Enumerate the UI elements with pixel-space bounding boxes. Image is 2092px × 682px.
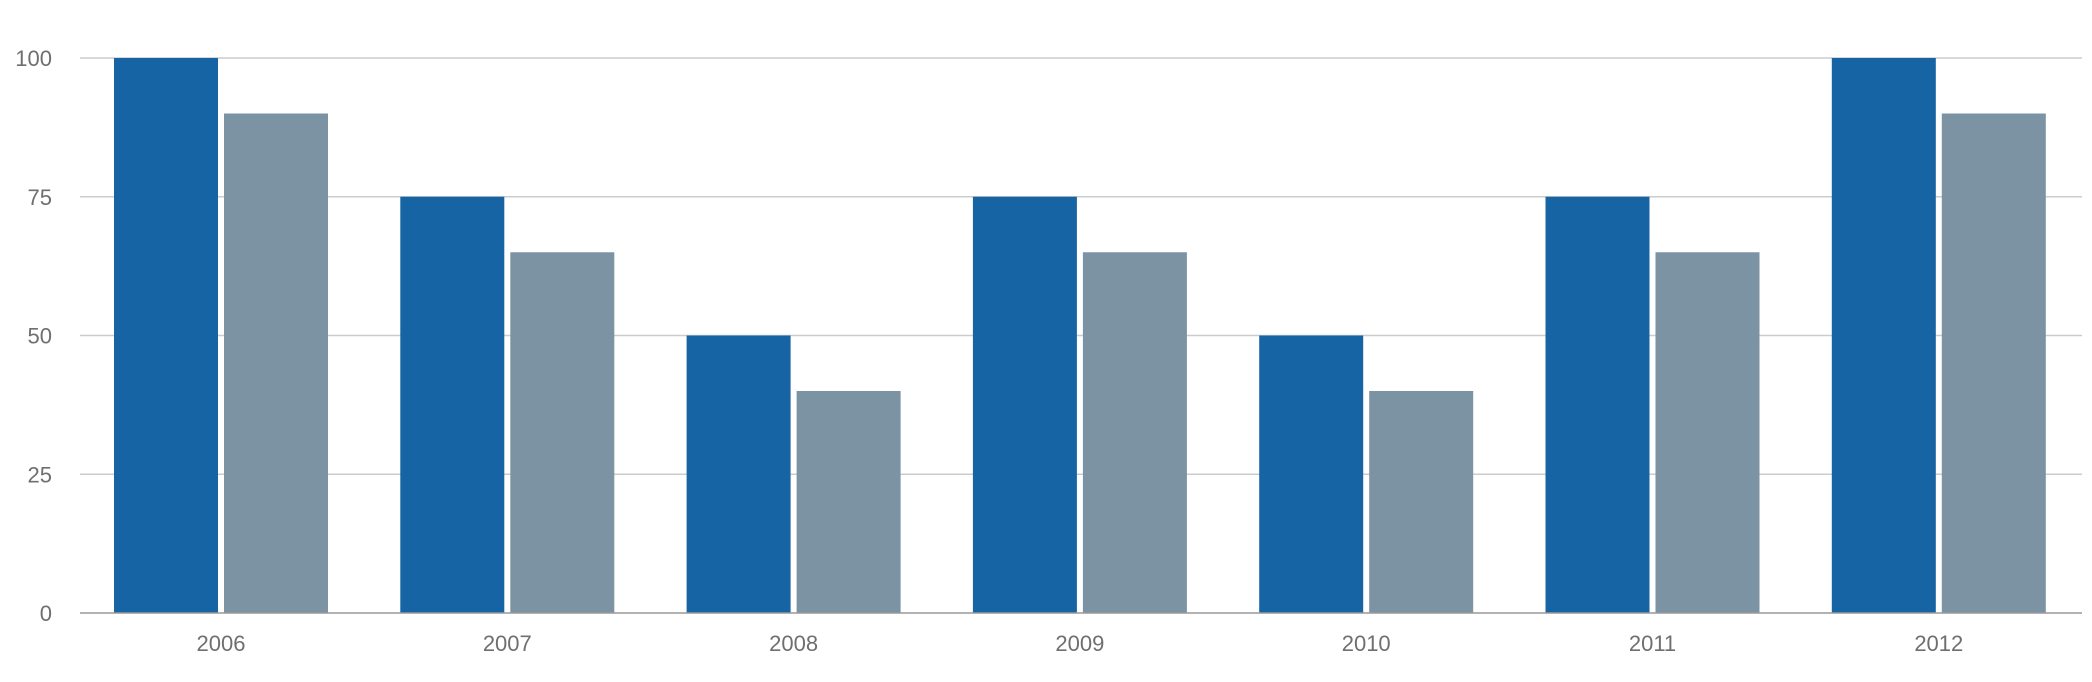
x-tick-label-2006: 2006 xyxy=(197,631,246,656)
x-tick-label-2011: 2011 xyxy=(1629,631,1676,656)
y-tick-label-100: 100 xyxy=(15,46,52,71)
bar-2011-series-1 xyxy=(1545,196,1650,613)
y-tick-label-0: 0 xyxy=(40,601,52,626)
bar-2007-series-1 xyxy=(400,196,505,613)
x-tick-label-2008: 2008 xyxy=(769,631,818,656)
bars xyxy=(114,58,2046,613)
bar-2009-series-1 xyxy=(972,196,1077,613)
bar-2011-series-2 xyxy=(1655,252,1760,613)
y-tick-label-25: 25 xyxy=(28,462,52,487)
bar-2012-series-1 xyxy=(1831,58,1936,613)
bar-2006-series-1 xyxy=(114,58,218,613)
bar-2008-series-2 xyxy=(796,391,901,613)
bar-2009-series-2 xyxy=(1082,252,1187,613)
y-tick-label-75: 75 xyxy=(28,185,52,210)
bar-2012-series-2 xyxy=(1941,113,2046,613)
gridlines xyxy=(80,57,2082,475)
bar-2010-series-2 xyxy=(1369,391,1474,613)
tick-labels: 0 25 50 75 100 2006 2007 2008 2009 2010 2011 2012 xyxy=(15,46,1963,656)
x-tick-label-2007: 2007 xyxy=(483,631,532,656)
x-tick-label-2012: 2012 xyxy=(1914,631,1963,656)
bar-2006-series-2 xyxy=(224,113,328,613)
x-tick-label-2010: 2010 xyxy=(1342,631,1391,656)
x-tick-label-2009: 2009 xyxy=(1055,631,1104,656)
y-tick-label-50: 50 xyxy=(28,324,52,349)
bar-2008-series-1 xyxy=(686,335,791,613)
bar-2007-series-2 xyxy=(510,252,615,613)
bar-2010-series-1 xyxy=(1259,335,1364,613)
